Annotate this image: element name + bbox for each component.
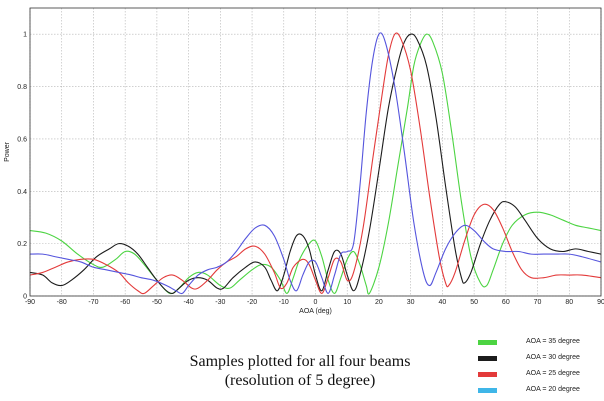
x-tick-label: -30 [215,299,225,306]
x-tick-label: -70 [88,299,98,306]
legend-swatch [478,356,497,361]
y-tick-labels: 0 0.2 0.4 0.6 0.8 1 [17,32,27,301]
y-tick-label: 0.6 [17,136,27,143]
y-tick-label: 0.4 [17,189,27,196]
legend-swatch [478,372,497,377]
x-tick-label: 60 [502,299,510,306]
legend-item: AOA = 20 degree [478,384,604,400]
x-tick-label: 30 [407,299,415,306]
legend-label: AOA = 25 degree [526,370,580,377]
x-tick-label: -20 [247,299,257,306]
x-tick-label: -40 [184,299,194,306]
legend-item: AOA = 30 degree [478,352,604,368]
series-line [29,32,602,295]
x-tick-label: -60 [120,299,130,306]
x-tick-label: 90 [597,299,604,306]
x-tick-label: 70 [534,299,542,306]
series-layer [29,32,602,295]
y-tick-label: 0 [23,294,27,301]
x-axis-label: AOA (deg) [299,308,332,315]
legend-item: AOA = 25 degree [478,368,604,384]
x-tick-labels: -90 -80 -70 -60 -50 -40 -30 -20 -10 0 10 20 30 40 50 60… [25,299,604,306]
series-line [29,32,602,295]
x-tick-label: -50 [152,299,162,306]
y-axis-label: Power [4,141,11,162]
figure-caption: Samples plotted for all four beams (reso… [150,352,450,390]
x-tick-label: -10 [279,299,289,306]
x-tick-label: 0 [314,299,318,306]
x-tick-label: 40 [438,299,446,306]
y-tick-label: 0.8 [17,84,27,91]
legend-swatch [478,388,497,393]
y-tick-label: 0.2 [17,241,27,248]
legend-label: AOA = 35 degree [526,338,580,345]
caption-line: (resolution of 5 degree) [224,372,376,389]
chart-legend: AOA = 35 degree AOA = 30 degree AOA = 25… [478,336,604,400]
plot-frame [29,7,602,297]
legend-swatch [478,340,497,345]
x-tick-label: 50 [470,299,478,306]
legend-item: AOA = 35 degree [478,336,604,352]
x-tick-label: 20 [375,299,383,306]
x-tick-label: -80 [57,299,67,306]
legend-label: AOA = 20 degree [526,386,580,393]
series-line [29,33,602,295]
y-tick-label: 1 [23,32,27,39]
line-chart: -90 -80 -70 -60 -50 -40 -30 -20 -10 0 10 20 30 40 50 60… [4,7,604,315]
x-tick-label: 80 [565,299,573,306]
x-tick-label: -90 [25,299,35,306]
grid-lines [29,8,602,297]
x-tick-label: 10 [343,299,351,306]
legend-label: AOA = 30 degree [526,354,580,361]
caption-line: Samples plotted for all four beams [189,353,411,370]
